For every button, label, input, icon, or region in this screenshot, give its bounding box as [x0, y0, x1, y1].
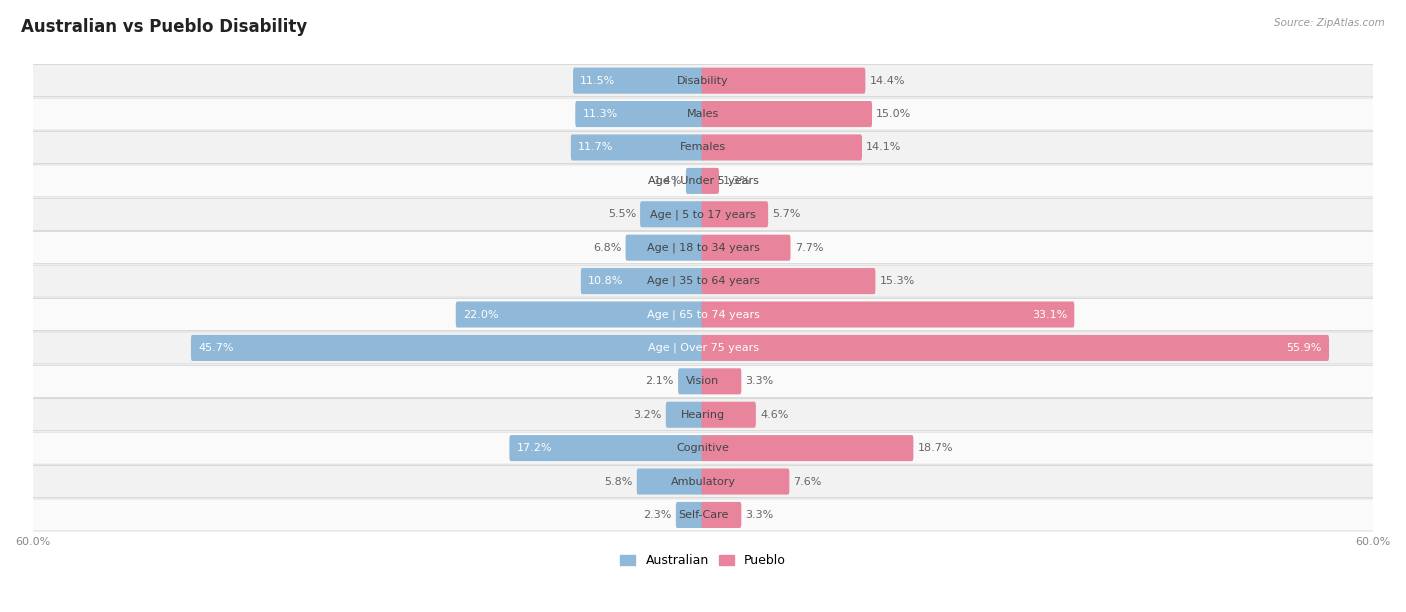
- FancyBboxPatch shape: [702, 101, 872, 127]
- FancyBboxPatch shape: [702, 435, 914, 461]
- Text: 55.9%: 55.9%: [1286, 343, 1322, 353]
- Text: Females: Females: [681, 143, 725, 152]
- FancyBboxPatch shape: [32, 432, 1374, 464]
- FancyBboxPatch shape: [702, 368, 741, 394]
- FancyBboxPatch shape: [32, 398, 1374, 431]
- FancyBboxPatch shape: [32, 198, 1374, 230]
- Text: Disability: Disability: [678, 76, 728, 86]
- Text: Hearing: Hearing: [681, 409, 725, 420]
- Text: Vision: Vision: [686, 376, 720, 386]
- Text: 1.4%: 1.4%: [654, 176, 682, 186]
- Text: Australian vs Pueblo Disability: Australian vs Pueblo Disability: [21, 18, 308, 36]
- FancyBboxPatch shape: [32, 165, 1374, 197]
- Text: 11.5%: 11.5%: [581, 76, 616, 86]
- Text: Age | 35 to 64 years: Age | 35 to 64 years: [647, 276, 759, 286]
- Text: Cognitive: Cognitive: [676, 443, 730, 453]
- FancyBboxPatch shape: [640, 201, 704, 227]
- FancyBboxPatch shape: [456, 302, 704, 327]
- Text: Ambulatory: Ambulatory: [671, 477, 735, 487]
- Text: Males: Males: [688, 109, 718, 119]
- Text: 17.2%: 17.2%: [516, 443, 553, 453]
- Text: 2.3%: 2.3%: [644, 510, 672, 520]
- Text: 45.7%: 45.7%: [198, 343, 233, 353]
- Text: 14.4%: 14.4%: [869, 76, 905, 86]
- Text: 14.1%: 14.1%: [866, 143, 901, 152]
- FancyBboxPatch shape: [637, 469, 704, 494]
- FancyBboxPatch shape: [702, 168, 718, 194]
- FancyBboxPatch shape: [32, 132, 1374, 163]
- FancyBboxPatch shape: [686, 168, 704, 194]
- FancyBboxPatch shape: [626, 234, 704, 261]
- Text: 2.1%: 2.1%: [645, 376, 673, 386]
- FancyBboxPatch shape: [191, 335, 704, 361]
- Text: Age | Over 75 years: Age | Over 75 years: [648, 343, 758, 353]
- FancyBboxPatch shape: [32, 499, 1374, 531]
- FancyBboxPatch shape: [702, 234, 790, 261]
- FancyBboxPatch shape: [678, 368, 704, 394]
- FancyBboxPatch shape: [509, 435, 704, 461]
- Text: 5.8%: 5.8%: [605, 477, 633, 487]
- FancyBboxPatch shape: [702, 135, 862, 160]
- FancyBboxPatch shape: [702, 502, 741, 528]
- Text: 15.0%: 15.0%: [876, 109, 911, 119]
- Text: 33.1%: 33.1%: [1032, 310, 1067, 319]
- Text: 1.3%: 1.3%: [723, 176, 751, 186]
- Text: 11.7%: 11.7%: [578, 143, 613, 152]
- FancyBboxPatch shape: [32, 232, 1374, 264]
- Text: 4.6%: 4.6%: [761, 409, 789, 420]
- Text: 7.6%: 7.6%: [793, 477, 823, 487]
- FancyBboxPatch shape: [575, 101, 704, 127]
- Text: Age | 65 to 74 years: Age | 65 to 74 years: [647, 309, 759, 319]
- Text: Age | 18 to 34 years: Age | 18 to 34 years: [647, 242, 759, 253]
- FancyBboxPatch shape: [702, 302, 1074, 327]
- Text: 6.8%: 6.8%: [593, 243, 621, 253]
- FancyBboxPatch shape: [702, 401, 756, 428]
- Text: Source: ZipAtlas.com: Source: ZipAtlas.com: [1274, 18, 1385, 28]
- FancyBboxPatch shape: [676, 502, 704, 528]
- FancyBboxPatch shape: [32, 332, 1374, 364]
- FancyBboxPatch shape: [32, 98, 1374, 130]
- Text: 10.8%: 10.8%: [588, 276, 623, 286]
- FancyBboxPatch shape: [571, 135, 704, 160]
- FancyBboxPatch shape: [702, 335, 1329, 361]
- FancyBboxPatch shape: [702, 68, 865, 94]
- Text: 15.3%: 15.3%: [880, 276, 915, 286]
- Text: 3.2%: 3.2%: [633, 409, 662, 420]
- Text: 7.7%: 7.7%: [794, 243, 823, 253]
- FancyBboxPatch shape: [32, 299, 1374, 330]
- FancyBboxPatch shape: [581, 268, 704, 294]
- Text: 11.3%: 11.3%: [582, 109, 617, 119]
- Legend: Australian, Pueblo: Australian, Pueblo: [616, 549, 790, 572]
- FancyBboxPatch shape: [702, 268, 876, 294]
- FancyBboxPatch shape: [574, 68, 704, 94]
- Text: 5.7%: 5.7%: [772, 209, 800, 219]
- Text: 3.3%: 3.3%: [745, 510, 773, 520]
- FancyBboxPatch shape: [32, 265, 1374, 297]
- FancyBboxPatch shape: [32, 365, 1374, 397]
- Text: Self-Care: Self-Care: [678, 510, 728, 520]
- Text: 5.5%: 5.5%: [607, 209, 636, 219]
- Text: Age | 5 to 17 years: Age | 5 to 17 years: [650, 209, 756, 220]
- Text: 22.0%: 22.0%: [463, 310, 498, 319]
- Text: 18.7%: 18.7%: [918, 443, 953, 453]
- FancyBboxPatch shape: [666, 401, 704, 428]
- FancyBboxPatch shape: [32, 65, 1374, 97]
- Text: 3.3%: 3.3%: [745, 376, 773, 386]
- FancyBboxPatch shape: [32, 466, 1374, 498]
- Text: Age | Under 5 years: Age | Under 5 years: [648, 176, 758, 186]
- FancyBboxPatch shape: [702, 201, 768, 227]
- FancyBboxPatch shape: [702, 469, 789, 494]
